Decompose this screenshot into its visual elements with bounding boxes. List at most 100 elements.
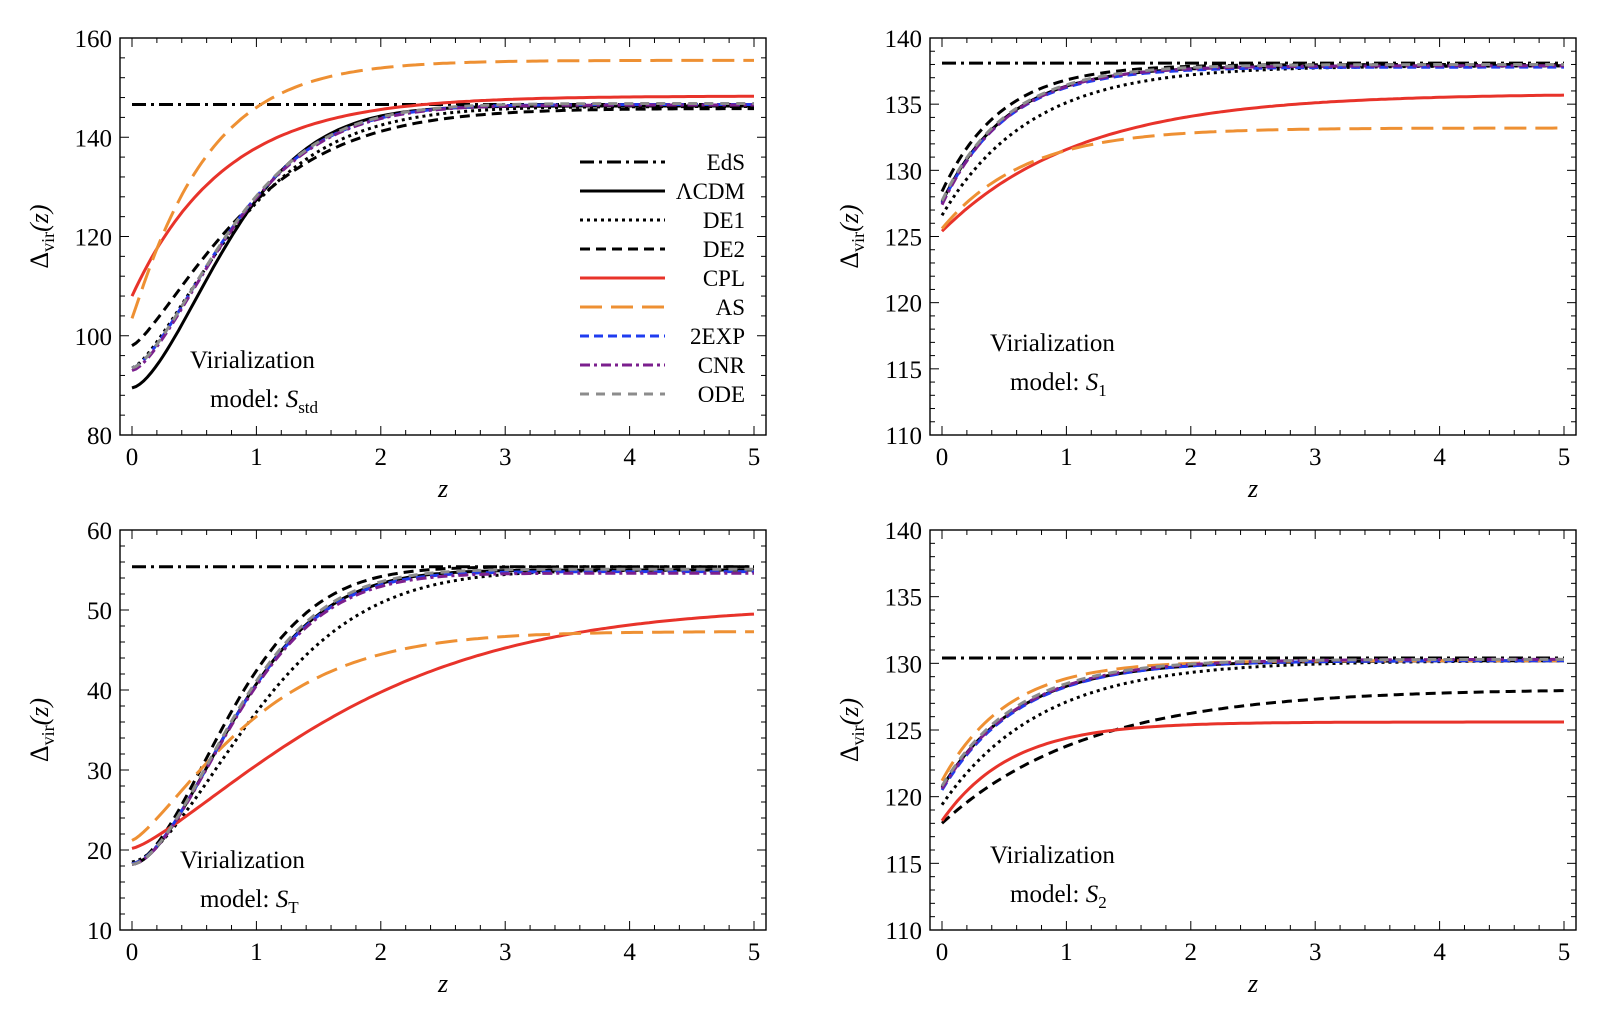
series-group — [131, 565, 755, 866]
x-tick-label: 4 — [623, 939, 636, 966]
x-tick-label: 1 — [250, 939, 263, 966]
y-label-sub: vir — [848, 232, 868, 252]
legend-label-ode: ODE — [698, 382, 745, 407]
y-label-main: Δ — [835, 252, 864, 269]
y-label-sub: vir — [848, 725, 868, 745]
y-tick-label: 140 — [75, 125, 113, 152]
model-note-symbol: S — [1086, 369, 1099, 396]
series-line-cpl — [131, 612, 755, 850]
model-note-line1: Virialization — [990, 330, 1115, 357]
x-tick-label: 2 — [375, 939, 388, 966]
y-tick-label: 120 — [885, 291, 923, 318]
series-line-as — [940, 126, 1564, 230]
x-tick-label: 3 — [499, 444, 512, 471]
model-note-subscript: 1 — [1098, 381, 1107, 400]
y-tick-label: 125 — [885, 225, 923, 252]
y-tick-label: 10 — [87, 918, 112, 945]
y-tick-label: 30 — [87, 758, 112, 785]
x-tick-label: 5 — [1558, 939, 1571, 966]
y-tick-label: 135 — [885, 92, 923, 119]
model-note-prefix: model: — [1010, 369, 1086, 396]
x-tick-label: 4 — [1433, 939, 1446, 966]
series-line-de2 — [940, 689, 1564, 825]
x-tick-label: 5 — [748, 939, 761, 966]
y-tick-label: 125 — [885, 718, 923, 745]
model-note-prefix: model: — [210, 386, 286, 413]
legend-label-cnr: CNR — [698, 353, 746, 378]
x-tick-label: 2 — [1185, 444, 1198, 471]
series-line-cpl — [130, 94, 754, 297]
legend: EdS ΛCDM DE1 DE2 CPL AS 2EXP CNR ODE — [580, 150, 746, 407]
series-group — [130, 58, 754, 390]
x-tick-label: 2 — [375, 444, 388, 471]
x-tick-label: 0 — [936, 939, 949, 966]
x-tick-label: 5 — [748, 444, 761, 471]
y-tick-label: 100 — [75, 324, 113, 351]
y-label-main: Δ — [25, 252, 54, 269]
model-note-line1: Virialization — [190, 347, 315, 374]
y-tick-label: 60 — [87, 518, 112, 545]
panel-bottom-left: 0 1 2 3 4 5 10 20 30 40 50 60 z Δvir(z) Virialization m… — [25, 518, 767, 998]
series-line-cnr — [131, 571, 754, 866]
y-tick-label: 130 — [885, 651, 923, 678]
model-note-line2: model: S1 — [1010, 369, 1107, 400]
series-line-cpl — [940, 720, 1564, 822]
series-line-cnr — [131, 103, 754, 372]
model-note-symbol: S — [276, 886, 289, 913]
model-note-symbol: S — [286, 386, 299, 413]
model-note-prefix: model: — [1010, 881, 1086, 908]
x-tick-label: 4 — [623, 444, 636, 471]
model-note-subscript: T — [288, 898, 299, 917]
y-label-sub: vir — [38, 725, 58, 745]
series-line-ode — [940, 657, 1564, 787]
model-note-line2: model: Sstd — [210, 386, 319, 417]
series-line-de2 — [131, 565, 754, 866]
legend-label-cpl: CPL — [703, 266, 745, 291]
y-tick-label: 20 — [87, 838, 112, 865]
y-label-main: Δ — [25, 745, 54, 762]
y-tick-label: 115 — [885, 851, 922, 878]
y-axis-label: Δvir(z) — [25, 698, 58, 762]
x-tick-label: 3 — [1309, 444, 1322, 471]
legend-label-as: AS — [716, 295, 745, 320]
y-tick-label: 140 — [885, 518, 923, 545]
y-tick-label: 140 — [885, 26, 923, 53]
series-line-as — [131, 630, 755, 842]
x-tick-label: 0 — [936, 444, 949, 471]
legend-label-de2: DE2 — [703, 237, 745, 262]
model-note-line2: model: S2 — [1010, 881, 1107, 912]
model-note-subscript: 2 — [1098, 893, 1107, 912]
x-axis-label: z — [1247, 969, 1258, 998]
model-note-subscript: std — [298, 398, 318, 417]
x-tick-label: 0 — [126, 444, 139, 471]
series-line-as — [130, 58, 754, 319]
model-note-line1: Virialization — [990, 842, 1115, 869]
plot-frame — [929, 37, 1577, 436]
x-tick-label: 1 — [1060, 939, 1073, 966]
y-tick-label: 130 — [885, 158, 923, 185]
plot-frame — [929, 529, 1577, 931]
series-group — [940, 656, 1565, 825]
x-tick-label: 3 — [499, 939, 512, 966]
y-tick-label: 80 — [87, 423, 112, 450]
x-tick-label: 1 — [250, 444, 263, 471]
x-tick-label: 2 — [1185, 939, 1198, 966]
y-tick-label: 110 — [885, 423, 922, 450]
series-group — [940, 61, 1565, 233]
legend-label-eds: EdS — [707, 150, 745, 175]
x-tick-label: 0 — [126, 939, 139, 966]
y-tick-label: 50 — [87, 598, 112, 625]
y-tick-label: 115 — [885, 357, 922, 384]
y-axis-label: Δvir(z) — [835, 204, 868, 268]
series-line-ode — [131, 567, 754, 866]
y-tick-label: 120 — [75, 225, 113, 252]
series-line-cnr — [940, 64, 1564, 206]
y-tick-label: 135 — [885, 585, 923, 612]
y-label-tail: (z) — [835, 698, 864, 725]
model-note-prefix: model: — [200, 886, 276, 913]
series-line-de1 — [131, 105, 754, 370]
legend-label-de1: DE1 — [703, 208, 745, 233]
panel-bottom-right: 0 1 2 3 4 5 110 115 120 125 130 135 140 z Δvir(z) Viria… — [835, 518, 1577, 998]
x-axis-label: z — [437, 474, 448, 503]
